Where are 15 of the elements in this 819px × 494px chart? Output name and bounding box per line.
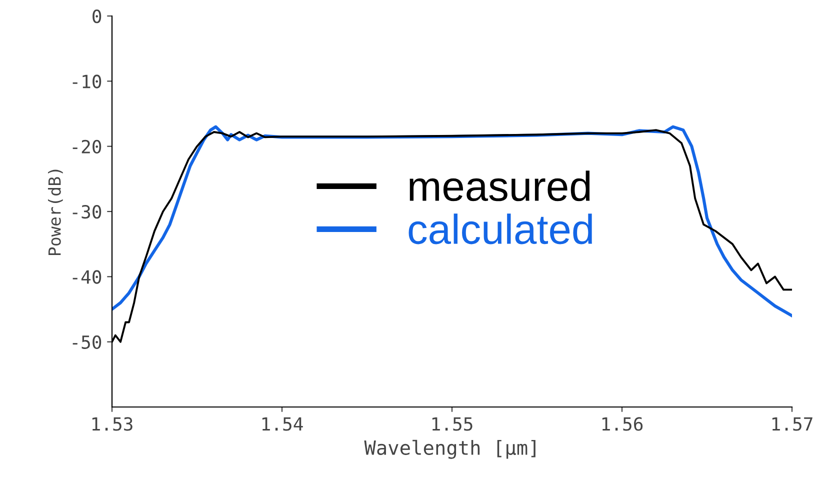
y-tick-label: -40 bbox=[72, 270, 102, 284]
y-tick-label: -50 bbox=[72, 335, 102, 349]
legend-label: calculated bbox=[408, 214, 592, 244]
y-tick-label: -10 bbox=[72, 74, 102, 88]
y-tick-label: -30 bbox=[72, 205, 102, 219]
x-axis-title: Wavelength [μm] bbox=[364, 440, 536, 459]
x-tick-label: 1.54 bbox=[262, 417, 303, 431]
x-tick-label: 1.55 bbox=[432, 417, 472, 431]
x-tick-label: 1.56 bbox=[602, 417, 643, 431]
y-tick-label: 0 bbox=[92, 10, 102, 24]
y-tick-label: -20 bbox=[72, 140, 102, 154]
x-tick-label: 1.53 bbox=[92, 417, 132, 431]
x-tick-label: 1.57 bbox=[772, 417, 812, 431]
legend-label: measured bbox=[410, 170, 590, 202]
y-axis-title: Power(dB) bbox=[48, 170, 63, 256]
